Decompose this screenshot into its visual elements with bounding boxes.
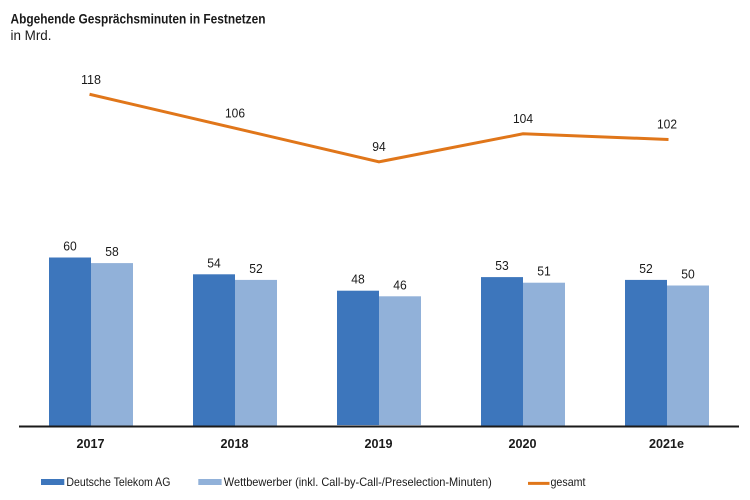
svg-text:gesamt: gesamt xyxy=(551,475,587,489)
svg-text:50: 50 xyxy=(681,267,695,282)
svg-text:104: 104 xyxy=(513,111,533,126)
svg-text:52: 52 xyxy=(639,261,653,276)
svg-text:2021e: 2021e xyxy=(649,436,684,451)
svg-text:46: 46 xyxy=(393,277,407,292)
svg-text:2017: 2017 xyxy=(77,436,105,451)
svg-text:118: 118 xyxy=(81,72,101,87)
svg-text:94: 94 xyxy=(372,139,386,154)
svg-text:in Mrd.: in Mrd. xyxy=(11,28,52,43)
svg-text:58: 58 xyxy=(105,244,119,259)
svg-text:60: 60 xyxy=(63,239,77,254)
svg-text:102: 102 xyxy=(657,117,677,132)
svg-text:2019: 2019 xyxy=(365,436,393,451)
svg-text:106: 106 xyxy=(225,105,245,120)
svg-text:52: 52 xyxy=(249,261,263,276)
svg-text:51: 51 xyxy=(537,264,551,279)
svg-text:Deutsche Telekom AG: Deutsche Telekom AG xyxy=(66,475,170,489)
svg-text:54: 54 xyxy=(207,255,221,270)
svg-text:53: 53 xyxy=(495,258,509,273)
svg-text:48: 48 xyxy=(351,272,365,287)
svg-text:Wettbewerber (inkl. Call-by-Ca: Wettbewerber (inkl. Call-by-Call-/Presel… xyxy=(224,475,492,489)
svg-text:2020: 2020 xyxy=(509,436,537,451)
svg-text:2018: 2018 xyxy=(221,436,249,451)
svg-text:Abgehende Gesprächsminuten in: Abgehende Gesprächsminuten in Festnetzen xyxy=(11,11,266,27)
